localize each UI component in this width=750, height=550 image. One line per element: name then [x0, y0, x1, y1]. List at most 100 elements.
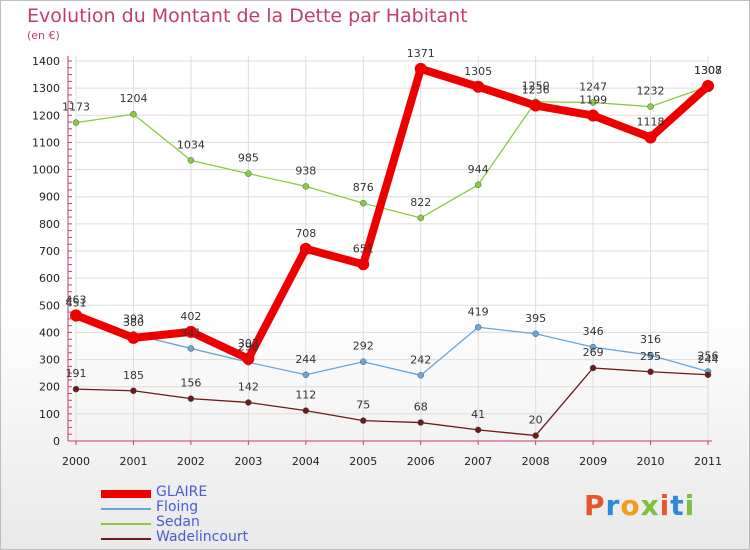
legend-label: Floing [156, 499, 199, 515]
data-label: 75 [356, 399, 370, 412]
data-point [360, 199, 367, 207]
data-label: 1308 [694, 64, 722, 77]
y-tick-label: 800 [39, 218, 60, 231]
data-point [184, 325, 197, 338]
legend-label: Wadelincourt [156, 529, 249, 545]
y-tick-label: 300 [39, 354, 60, 367]
y-tick-label: 1200 [32, 109, 60, 122]
series-layer [70, 62, 714, 439]
data-label: 393 [123, 312, 144, 325]
data-point [302, 407, 310, 414]
data-point [529, 99, 542, 112]
x-tick-label: 2005 [349, 455, 377, 468]
data-label: 1034 [177, 138, 205, 151]
series-line-floing [75, 317, 709, 376]
data-label: 1371 [407, 47, 435, 60]
grid-layer [75, 56, 709, 442]
axis-layer: 0 100 200 300 400 500 600 700 800 900 1000 1100 1200… [32, 55, 722, 468]
data-point [474, 426, 482, 434]
data-label: 1199 [579, 94, 607, 107]
x-tick-label: 2008 [522, 455, 550, 468]
x-tick-label: 2006 [407, 455, 435, 468]
data-point [472, 80, 485, 93]
data-label: 402 [180, 310, 201, 323]
series-line-sedan [75, 85, 709, 219]
data-point [130, 110, 137, 118]
data-label: 938 [295, 164, 316, 177]
legend-item: Sedan [101, 514, 331, 531]
data-label: 41 [471, 408, 485, 421]
x-tick-label: 2011 [694, 455, 722, 468]
legend-item: GLAIRE [101, 484, 331, 501]
data-label: 142 [238, 380, 259, 393]
data-label: 68 [414, 401, 428, 414]
x-tick-label: 2002 [177, 455, 205, 468]
data-point [589, 99, 597, 106]
data-point [474, 181, 482, 189]
data-point [127, 331, 140, 344]
x-tick-label: 2010 [637, 455, 665, 468]
data-label: 1204 [119, 92, 147, 105]
data-label: 822 [410, 196, 431, 209]
y-tick-label: 500 [39, 299, 60, 312]
data-label: 290 [238, 340, 259, 353]
data-label: 1118 [637, 116, 665, 129]
data-label: 419 [468, 305, 489, 318]
data-point [187, 395, 195, 402]
data-label: 1247 [579, 81, 607, 94]
y-tick-label: 1400 [32, 55, 60, 68]
data-point [302, 183, 310, 190]
y-tick-label: 400 [39, 326, 60, 339]
data-point [414, 62, 427, 75]
data-label: 242 [410, 353, 431, 366]
series-line-glaire [72, 64, 712, 363]
data-label: 20 [529, 414, 543, 427]
data-point [299, 242, 312, 255]
data-label: 380 [123, 316, 144, 329]
data-point [242, 352, 255, 365]
data-point [245, 170, 252, 177]
data-label: 292 [353, 340, 374, 353]
x-tick-label: 2001 [119, 455, 147, 468]
data-point [702, 79, 714, 92]
legend-swatch [101, 490, 151, 498]
data-point [647, 351, 654, 359]
legend: GLAIRE Floing Sedan Wadelincourt [101, 484, 331, 546]
data-point [589, 343, 597, 351]
data-label: 463 [66, 293, 87, 306]
data-label: 269 [583, 346, 604, 359]
data-label: 316 [640, 333, 661, 346]
y-tick-label: 1100 [32, 136, 60, 149]
chart-title: Evolution du Montant de la Dette par Hab… [27, 5, 468, 27]
data-point [417, 419, 424, 426]
data-label: 256 [698, 350, 719, 363]
data-label: 1307 [694, 64, 722, 77]
y-tick-label: 900 [39, 191, 60, 204]
data-point [357, 258, 370, 271]
legend-item: Floing [101, 499, 331, 516]
data-label: 185 [123, 369, 144, 382]
legend-swatch [101, 508, 151, 510]
y-tick-label: 100 [39, 408, 60, 421]
x-tick-label: 2004 [292, 455, 320, 468]
x-tick-label: 2007 [464, 455, 492, 468]
data-point [474, 324, 482, 331]
data-label: 303 [238, 337, 259, 350]
data-point [187, 157, 195, 164]
y-tick-label: 200 [39, 381, 60, 394]
data-label: 112 [295, 389, 316, 402]
data-point [72, 385, 80, 393]
data-label: 346 [583, 325, 604, 338]
x-tick-label: 2003 [234, 455, 262, 468]
data-label: 985 [238, 152, 259, 165]
data-label: 255 [640, 350, 661, 363]
data-point [70, 309, 82, 322]
data-point [72, 119, 80, 126]
y-tick-label: 1000 [32, 164, 60, 177]
chart-unit: (en €) [27, 29, 60, 42]
data-label: 341 [180, 326, 201, 339]
data-label: 876 [353, 181, 374, 194]
data-label: 156 [180, 377, 201, 390]
